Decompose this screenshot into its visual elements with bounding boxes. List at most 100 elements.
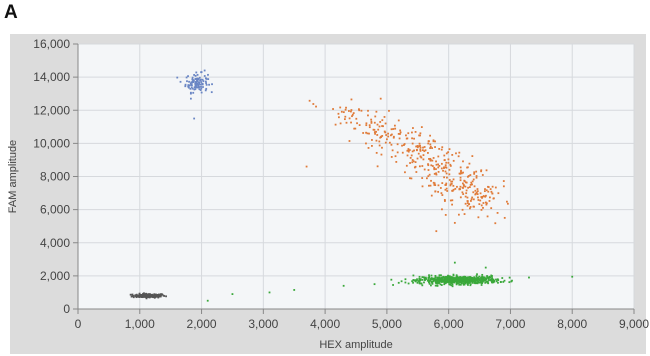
data-point [204,89,207,92]
data-point [440,167,443,170]
data-point [459,172,462,175]
data-point [467,284,469,286]
data-point [463,283,466,286]
data-point [472,178,475,181]
data-point [368,124,371,127]
data-point [482,279,485,282]
data-point [408,149,411,151]
data-point [201,78,204,81]
data-point [446,277,449,279]
data-point [457,278,460,281]
data-point [492,278,495,281]
data-point [422,154,425,156]
data-point [494,222,497,225]
data-point [158,294,161,297]
data-point [471,196,474,199]
data-point [471,183,473,186]
data-point [481,282,483,284]
data-point [441,278,443,281]
data-point [432,139,435,142]
data-point [185,76,188,79]
data-point [200,91,203,94]
data-point [427,140,430,143]
data-point [197,86,200,89]
data-point [367,147,370,149]
data-point [412,160,415,163]
data-point [345,106,347,109]
data-point [437,166,440,169]
data-point [508,281,511,284]
data-point [198,76,201,79]
data-point [485,169,488,172]
data-point [484,266,487,269]
data-point [506,202,509,205]
data-point [448,275,451,278]
data-point [432,279,435,282]
data-point [481,195,484,198]
x-tick-label: 6,000 [434,317,464,331]
data-point [476,193,479,196]
data-point [489,196,491,199]
data-point [474,193,477,196]
data-point [475,282,478,285]
data-point [431,159,434,162]
data-point [193,74,196,76]
data-point [438,274,441,277]
data-point [454,278,457,281]
data-point [199,83,202,86]
data-point [486,215,489,218]
data-point [373,283,376,286]
data-point [467,175,469,178]
data-point [451,283,454,286]
data-point [406,149,409,152]
data-point [195,86,198,89]
data-point [422,158,425,161]
data-point [338,116,340,119]
data-point [353,127,356,130]
data-point [202,80,205,83]
data-point [448,168,451,171]
data-point [404,281,407,284]
data-point [367,109,369,112]
data-point [194,81,197,83]
data-point [392,284,394,286]
data-point [450,279,453,282]
data-point [421,276,424,278]
data-point [305,165,308,168]
data-point [342,111,345,114]
data-point [490,207,493,210]
data-point [352,112,355,115]
data-point [459,166,462,169]
data-point [465,192,468,195]
data-point [176,76,179,79]
data-point [446,278,449,280]
data-point [394,127,397,130]
data-point [201,82,204,85]
data-point [421,177,424,179]
data-point [390,143,393,146]
data-point [312,103,315,105]
data-point [190,83,193,86]
data-point [195,71,198,74]
y-tick-label: 2,000 [40,269,70,283]
data-point [405,134,407,137]
data-point [486,280,489,283]
data-point [438,164,441,167]
data-point [427,175,430,178]
data-point [416,157,419,160]
data-point [399,133,401,135]
data-point [491,192,494,195]
data-point [350,98,353,101]
data-point [469,184,472,186]
data-point [461,208,464,211]
data-point [444,280,447,283]
data-point [456,277,459,280]
data-point [459,276,462,279]
data-point [466,202,469,204]
data-point [469,283,472,285]
data-point [528,276,530,279]
data-point [485,280,488,283]
data-point [459,283,462,286]
data-point [360,109,363,112]
data-point [420,126,423,128]
